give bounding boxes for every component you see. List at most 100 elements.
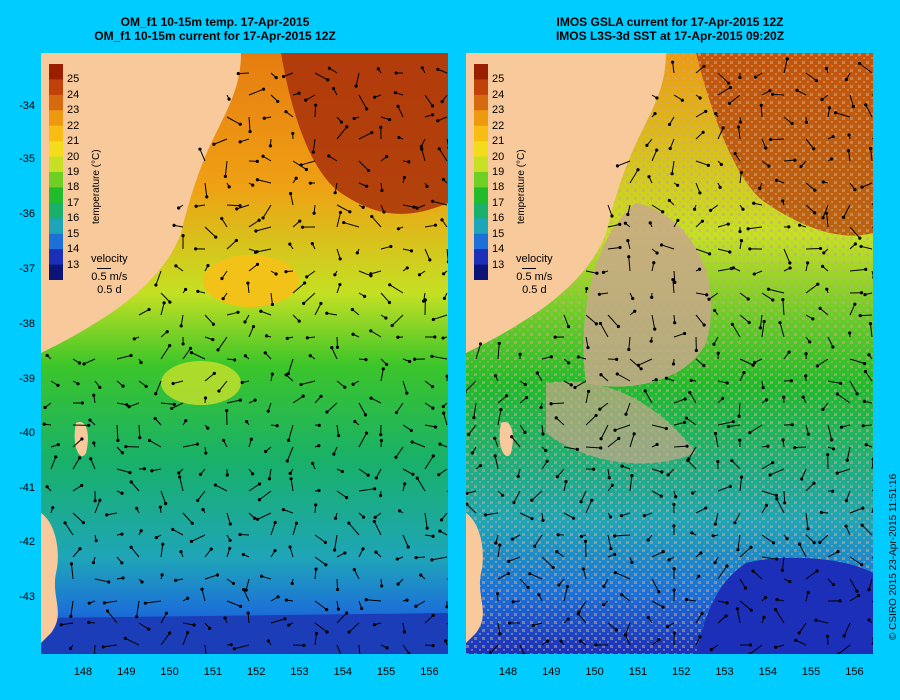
velocity-arrow-head [121,384,125,388]
velocity-arrow [336,126,348,140]
velocity-arrow [182,443,198,448]
velocity-arrow [563,314,570,327]
right-title: IMOS GSLA current for 17-Apr-2015 12Z IM… [460,15,880,43]
velocity-arrow-head [211,322,216,326]
velocity-arrow [615,572,631,580]
velocity-arrow [497,622,501,634]
velocity-arrow-head [254,229,258,233]
velocity-arrow-head [586,389,591,393]
velocity-arrow-head [364,598,368,602]
velocity-arrow-head [43,405,47,410]
velocity-arrow-head [718,185,722,189]
velocity-arrow [50,456,57,470]
velocity-arrow-head [763,595,768,600]
x-tick-label: 148 [73,666,93,678]
velocity-arrow [248,116,251,132]
colorbar-tick-label: 15 [67,227,80,240]
velocity-arrow-head [682,420,687,424]
velocity-arrow [805,534,815,543]
velocity-arrow [221,218,228,228]
velocity-arrow-head [311,461,315,465]
velocity-arrow-head [77,361,82,365]
colorbar-swatch [49,202,63,219]
velocity-arrow-head [860,563,864,567]
velocity-arrow-head [858,61,862,65]
velocity-arrow-head [594,413,598,418]
left-filament [161,361,241,405]
colorbar-swatch [474,249,488,266]
velocity-arrow-head [162,301,166,305]
velocity-arrow [794,446,807,449]
velocity-arrow [371,216,382,228]
velocity-arrow-head [747,320,751,325]
velocity-arrow-head [667,198,671,203]
velocity-arrow [306,270,316,278]
velocity-arrow-head [639,367,643,371]
left-warm-core [281,53,448,214]
velocity-arrow-head [814,618,818,622]
colorbar-tick-label: 16 [67,212,80,225]
velocity-arrow [248,219,260,228]
velocity-arrow-head [864,267,868,271]
velocity-arrow-head [655,251,659,255]
velocity-arrow-head [120,491,124,495]
velocity-arrow-head [853,242,857,246]
velocity-arrow [289,546,294,558]
velocity-arrow-head [447,146,448,149]
velocity-arrow [627,204,631,215]
velocity-arrow [739,314,750,323]
velocity-arrow-head [129,480,133,484]
velocity-arrow [314,622,328,633]
velocity-arrow [752,570,763,580]
velocity-arrow [531,490,543,501]
velocity-arrow-head [312,211,316,215]
velocity-arrow-head [241,587,246,592]
velocity-arrow-head [405,266,409,270]
velocity-arrow-head [537,593,541,597]
velocity-arrow-head [206,426,210,430]
velocity-arrow-head [168,300,172,304]
velocity-arrow [644,390,653,404]
velocity-key-title: velocity [516,253,553,265]
right-map[interactable]: 25 24 23 22 21 20 19 18 17 16 15 14 13 temperature (… [466,53,873,654]
velocity-arrow [336,644,342,654]
velocity-arrow-head [759,103,763,107]
velocity-arrow-head [680,98,684,102]
velocity-arrow-head [746,297,750,301]
y-tick-label: -34 [19,100,35,112]
x-tick-label: 152 [672,666,691,678]
left-map[interactable]: 25 24 23 22 21 20 19 18 17 16 15 14 13 temperature (… [41,53,448,654]
velocity-arrow-head [660,470,664,474]
velocity-arrow-head [144,384,148,388]
velocity-arrow-head [430,354,434,358]
velocity-arrow-head [94,539,98,543]
velocity-arrow [83,358,96,365]
velocity-arrow-head [808,340,812,344]
velocity-arrow-head [793,446,797,450]
velocity-arrow-head [317,488,321,493]
velocity-arrow [375,468,382,479]
velocity-arrow-head [659,494,663,498]
velocity-arrow [485,512,499,516]
velocity-arrow-head [165,330,169,334]
velocity-arrow-head [105,609,110,613]
velocity-arrow-head [216,348,220,352]
velocity-arrow-head [549,402,553,406]
velocity-arrow-head [414,556,418,560]
velocity-arrow [171,402,184,409]
velocity-arrow-head [301,394,305,398]
velocity-arrow-head [858,236,862,240]
velocity-arrow-head [255,517,260,521]
velocity-arrow-head [287,623,291,627]
velocity-arrow [290,193,294,206]
velocity-arrow-head [91,561,96,565]
velocity-arrow-head [545,459,549,463]
velocity-arrow-head [544,448,548,453]
velocity-key-title: velocity [91,253,128,265]
velocity-arrow-head [285,459,289,463]
velocity-arrow [160,292,171,303]
velocity-arrow [739,477,743,492]
velocity-arrow [870,148,873,162]
velocity-arrow-head [610,214,614,218]
velocity-arrow [738,126,741,140]
